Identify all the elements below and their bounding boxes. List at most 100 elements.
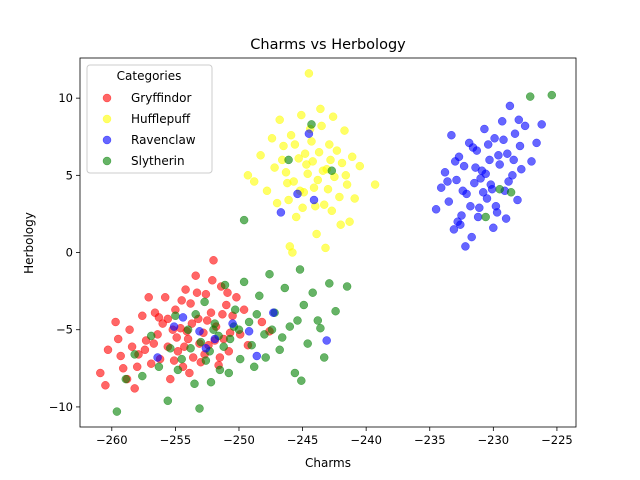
data-point xyxy=(325,279,334,288)
data-point xyxy=(316,323,325,333)
data-point xyxy=(249,362,259,372)
data-point xyxy=(317,121,326,131)
data-point xyxy=(185,368,194,378)
data-point xyxy=(112,407,122,416)
data-point xyxy=(482,194,492,203)
data-point xyxy=(247,340,256,350)
data-point xyxy=(267,325,277,334)
data-point xyxy=(116,351,125,361)
data-point xyxy=(244,317,254,327)
x-axis-ticks: −260 −255 −250 −245 −240 −235 −230 −225 xyxy=(96,427,573,447)
data-point xyxy=(260,330,269,339)
data-point xyxy=(140,345,150,355)
data-point xyxy=(515,141,525,151)
data-point xyxy=(316,104,325,114)
data-point xyxy=(201,344,211,353)
x-tick-label: −245 xyxy=(287,433,319,447)
data-point xyxy=(224,368,234,378)
legend-marker xyxy=(102,114,112,124)
data-point xyxy=(506,188,516,197)
data-point xyxy=(508,171,517,180)
series-ravenclaw xyxy=(431,101,546,251)
data-point xyxy=(321,243,330,253)
data-point xyxy=(96,368,105,378)
data-point xyxy=(494,151,503,160)
data-point xyxy=(208,276,217,285)
data-point xyxy=(467,232,476,242)
data-point xyxy=(532,138,541,148)
data-point xyxy=(111,317,120,327)
data-point xyxy=(297,376,306,385)
data-point xyxy=(457,211,466,220)
y-tick-label: 0 xyxy=(66,246,73,260)
data-point xyxy=(186,344,195,353)
data-point xyxy=(154,362,164,372)
data-point xyxy=(262,186,272,196)
data-point xyxy=(459,161,469,171)
data-point xyxy=(183,325,193,334)
data-point xyxy=(125,325,134,334)
data-point xyxy=(257,317,267,327)
data-point xyxy=(452,175,461,185)
series-hufflepuff xyxy=(243,69,380,257)
data-point xyxy=(219,342,228,351)
data-point xyxy=(293,189,302,199)
data-point xyxy=(309,195,319,205)
data-point xyxy=(527,157,536,166)
data-point xyxy=(520,121,530,131)
data-point xyxy=(252,310,262,319)
data-point xyxy=(206,308,216,317)
x-tick-label: −235 xyxy=(414,433,446,447)
data-point xyxy=(480,124,489,134)
data-point xyxy=(342,180,352,189)
legend-label: Slytherin xyxy=(131,154,185,168)
data-point xyxy=(243,171,253,180)
legend-entry-slytherin: Slytherin xyxy=(102,154,185,168)
data-point xyxy=(483,140,493,149)
data-point xyxy=(244,327,254,336)
data-point xyxy=(313,316,323,325)
data-point xyxy=(505,101,515,111)
data-point xyxy=(239,305,249,314)
data-point xyxy=(490,134,499,143)
data-point xyxy=(252,351,262,361)
data-point xyxy=(235,354,245,364)
data-point xyxy=(138,311,147,321)
data-point xyxy=(195,327,204,336)
data-point xyxy=(458,186,468,196)
data-point xyxy=(471,163,480,172)
data-point xyxy=(314,147,324,157)
data-point xyxy=(319,200,329,209)
data-point xyxy=(291,212,301,222)
data-point xyxy=(312,229,321,239)
data-point xyxy=(201,289,211,299)
data-point xyxy=(275,115,284,125)
data-point xyxy=(146,331,156,341)
data-point xyxy=(286,130,296,140)
data-point xyxy=(210,334,220,344)
data-point xyxy=(177,354,186,364)
data-point xyxy=(510,129,520,138)
y-axis-ticks: −10 −5 0 5 10 xyxy=(49,91,80,414)
data-point xyxy=(453,217,462,226)
data-point xyxy=(144,293,153,302)
data-point xyxy=(513,195,522,205)
data-point xyxy=(256,151,265,160)
data-point xyxy=(191,310,200,319)
data-point xyxy=(283,178,292,188)
data-point xyxy=(517,164,526,174)
data-point xyxy=(138,371,147,381)
data-point xyxy=(277,333,287,342)
data-point xyxy=(163,396,173,406)
data-point xyxy=(101,381,110,390)
data-point xyxy=(195,404,204,413)
data-point xyxy=(178,313,188,322)
data-point xyxy=(130,350,139,359)
data-point xyxy=(154,313,164,322)
data-point xyxy=(307,120,316,129)
series-slytherin xyxy=(112,90,557,416)
legend-label: Ravenclaw xyxy=(131,133,196,147)
data-point xyxy=(514,115,524,125)
data-point xyxy=(169,322,179,331)
data-point xyxy=(234,325,244,334)
